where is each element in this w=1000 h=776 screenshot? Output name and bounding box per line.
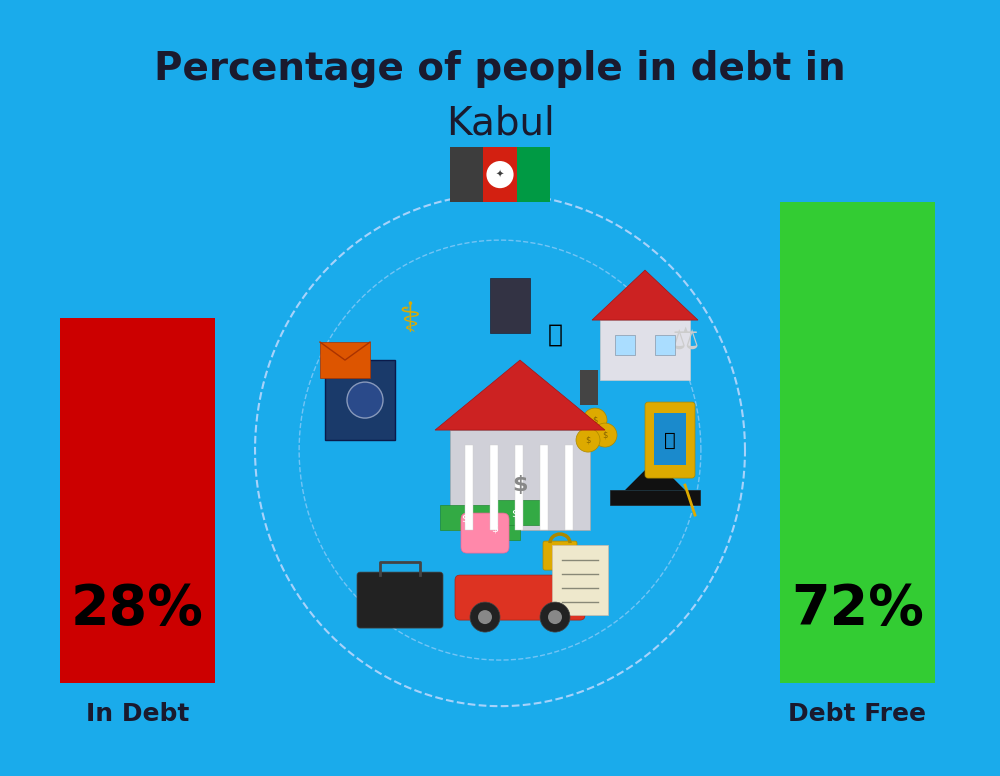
- Bar: [615, 335, 635, 355]
- Bar: [483, 147, 517, 202]
- Circle shape: [593, 423, 617, 447]
- Bar: [552, 545, 608, 615]
- Bar: [780, 202, 935, 683]
- Circle shape: [470, 602, 500, 632]
- Bar: [654, 413, 686, 465]
- Polygon shape: [592, 270, 698, 320]
- Polygon shape: [625, 460, 685, 490]
- Text: $: $: [512, 508, 518, 518]
- FancyBboxPatch shape: [461, 513, 509, 553]
- Text: $: $: [462, 513, 468, 523]
- Polygon shape: [610, 490, 700, 505]
- Text: Debt Free: Debt Free: [788, 702, 926, 726]
- Text: In Debt: In Debt: [86, 702, 189, 726]
- Bar: [465, 445, 473, 530]
- Circle shape: [548, 610, 562, 624]
- Text: 🏦: 🏦: [664, 431, 676, 449]
- Circle shape: [540, 602, 570, 632]
- Bar: [440, 505, 490, 530]
- Text: ✦: ✦: [496, 170, 504, 179]
- Bar: [600, 320, 690, 380]
- FancyBboxPatch shape: [455, 575, 585, 620]
- Circle shape: [486, 161, 514, 189]
- Text: $: $: [602, 431, 608, 439]
- Bar: [450, 430, 590, 530]
- Bar: [490, 445, 498, 530]
- Circle shape: [478, 610, 492, 624]
- Bar: [655, 335, 675, 355]
- Bar: [517, 147, 550, 202]
- Bar: [320, 342, 370, 378]
- Text: Percentage of people in debt in: Percentage of people in debt in: [154, 50, 846, 88]
- Bar: [450, 147, 483, 202]
- FancyBboxPatch shape: [357, 572, 443, 628]
- Circle shape: [576, 428, 600, 452]
- Text: ⚖: ⚖: [671, 326, 699, 355]
- Text: $: $: [585, 435, 591, 445]
- Text: ⚕: ⚕: [399, 299, 421, 341]
- Bar: [325, 360, 395, 440]
- Bar: [565, 445, 573, 530]
- Bar: [540, 445, 548, 530]
- Circle shape: [583, 408, 607, 432]
- Text: 28%: 28%: [71, 582, 204, 636]
- Text: 72%: 72%: [791, 582, 924, 636]
- Polygon shape: [435, 360, 605, 430]
- Text: Kabul: Kabul: [446, 105, 554, 143]
- Text: $: $: [592, 416, 598, 424]
- FancyBboxPatch shape: [543, 541, 577, 570]
- Bar: [470, 515, 520, 540]
- Text: $: $: [512, 475, 528, 495]
- Bar: [490, 500, 540, 525]
- Bar: [580, 370, 598, 405]
- Bar: [490, 278, 530, 333]
- Text: 🗝: 🗝: [548, 323, 562, 347]
- Bar: [515, 445, 523, 530]
- Circle shape: [347, 382, 383, 418]
- Text: $: $: [492, 523, 498, 533]
- Bar: [60, 318, 215, 683]
- FancyBboxPatch shape: [645, 402, 695, 478]
